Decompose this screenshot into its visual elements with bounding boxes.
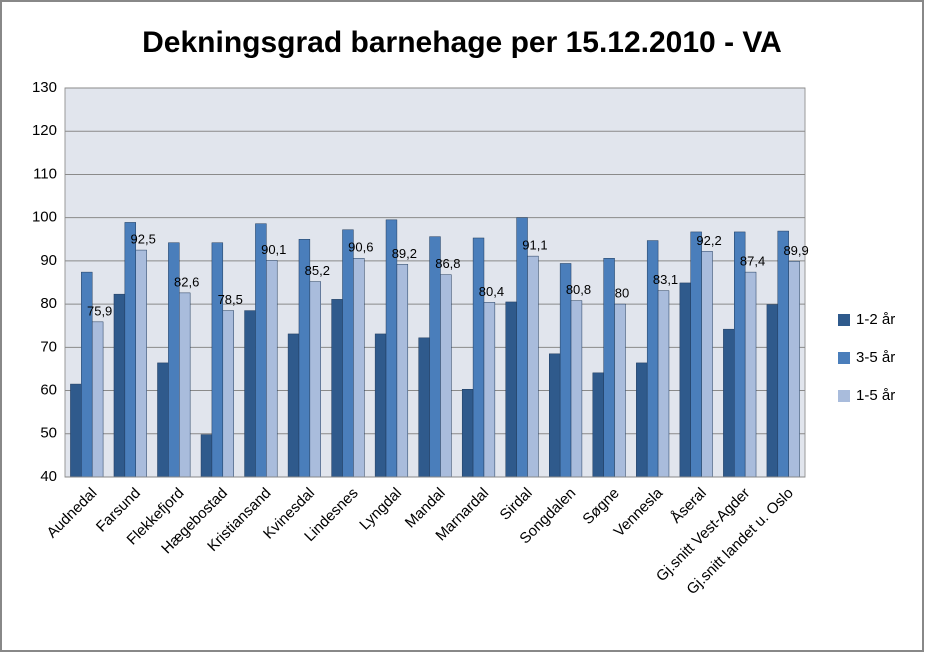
bar — [244, 310, 256, 478]
bar — [222, 310, 234, 478]
value-label: 90,1 — [261, 242, 286, 257]
bar — [396, 264, 409, 478]
bar — [614, 303, 626, 478]
bar — [353, 258, 365, 478]
bar — [200, 434, 213, 478]
value-label: 90,6 — [348, 240, 373, 255]
legend-label: 3-5 år — [856, 349, 895, 366]
value-label: 92,5 — [131, 232, 156, 247]
bar — [211, 242, 224, 478]
bar — [287, 333, 300, 478]
value-label: 78,5 — [218, 292, 243, 307]
bar — [505, 301, 517, 478]
bar — [723, 328, 735, 478]
chart-title: Dekningsgrad barnehage per 15.12.2010 - … — [142, 26, 782, 59]
bar — [701, 251, 713, 478]
bar — [135, 249, 147, 478]
bar — [549, 353, 561, 478]
value-label: 91,1 — [522, 238, 547, 253]
bar — [124, 222, 136, 478]
value-label: 80,8 — [566, 282, 591, 297]
bar — [603, 258, 615, 478]
value-label: 85,2 — [305, 263, 330, 278]
bar — [70, 383, 82, 478]
y-tick-label: 110 — [33, 165, 57, 182]
value-label: 82,6 — [174, 274, 199, 289]
y-tick-label: 130 — [32, 79, 57, 96]
y-tick-label: 40 — [40, 468, 57, 485]
bar — [734, 231, 746, 478]
y-tick-label: 60 — [40, 382, 57, 399]
value-label: 89,9 — [783, 243, 808, 258]
bar — [309, 281, 321, 478]
bar — [690, 231, 702, 478]
y-tick-label: 50 — [40, 425, 57, 442]
y-tick-label: 90 — [40, 252, 57, 269]
bar — [788, 261, 800, 478]
bar — [766, 304, 779, 478]
y-tick-label: 70 — [40, 338, 57, 355]
bar — [418, 337, 430, 478]
y-tick-label: 80 — [40, 295, 57, 312]
value-label: 80 — [615, 286, 629, 301]
bar — [429, 236, 441, 478]
value-label: 83,1 — [653, 272, 678, 287]
legend-swatch — [838, 390, 850, 402]
bar — [440, 274, 452, 478]
bar — [113, 293, 126, 478]
bar — [266, 260, 278, 478]
bar — [255, 223, 267, 478]
legend-swatch — [838, 314, 850, 326]
bar — [744, 271, 757, 478]
bar — [483, 302, 496, 478]
legend-swatch — [838, 352, 850, 364]
bar — [331, 299, 343, 478]
bar — [374, 333, 387, 478]
legend-label: 1-5 år — [856, 387, 895, 404]
bar — [342, 229, 354, 478]
legend-label: 1-2 år — [856, 311, 895, 328]
y-tick-label: 100 — [32, 209, 57, 226]
bar — [91, 321, 104, 478]
y-tick-label: 120 — [32, 122, 57, 139]
bar — [777, 230, 789, 478]
value-label: 80,4 — [479, 284, 504, 299]
bar — [472, 237, 485, 478]
bar — [657, 290, 670, 478]
bar — [179, 292, 191, 478]
bar — [570, 300, 583, 478]
bar — [592, 372, 604, 478]
bar — [527, 255, 539, 478]
bar — [157, 362, 169, 478]
bar — [461, 389, 474, 478]
value-label: 89,2 — [392, 246, 417, 261]
value-label: 87,4 — [740, 254, 765, 269]
value-label: 92,2 — [696, 233, 721, 248]
bar — [516, 217, 528, 478]
value-label: 86,8 — [435, 256, 460, 271]
bar — [636, 362, 648, 478]
value-label: 75,9 — [87, 303, 112, 318]
bar — [679, 282, 691, 478]
